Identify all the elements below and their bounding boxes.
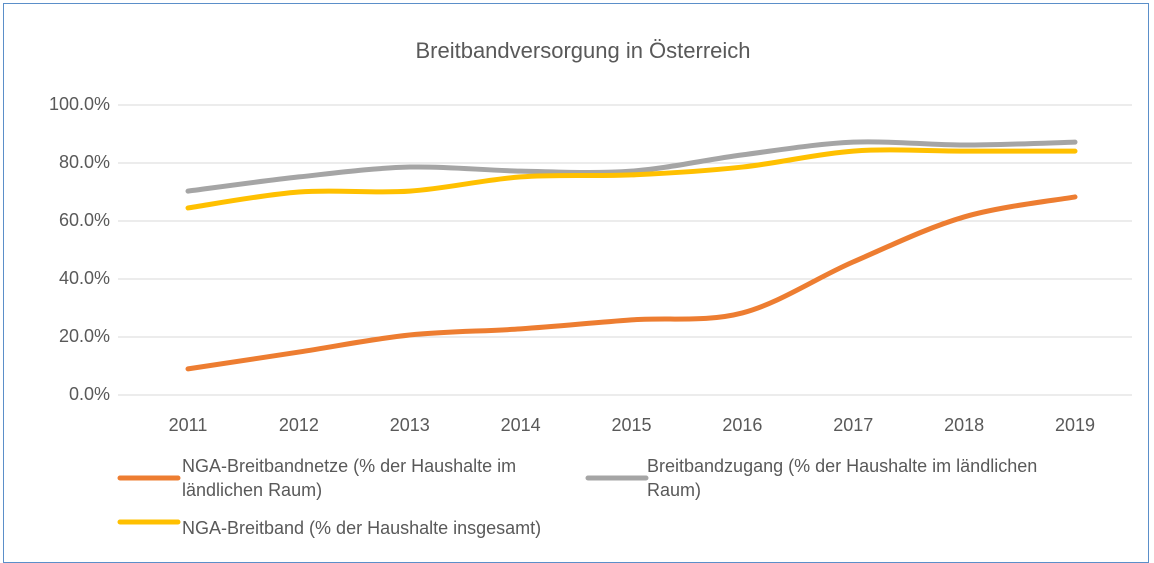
x-tick-label: 2011: [169, 415, 208, 435]
x-tick-label: 2012: [279, 415, 319, 435]
legend-label: Breitbandzugang (% der Haushalte im länd…: [647, 456, 1038, 500]
x-tick-label: 2013: [390, 415, 430, 435]
x-tick-label: 2016: [722, 415, 762, 435]
x-tick-label: 2014: [501, 415, 541, 435]
x-tick-label: 2019: [1055, 415, 1095, 435]
x-tick-label: 2015: [611, 415, 651, 435]
legend-label: NGA-Breitbandnetze (% der Haushalte im l…: [182, 456, 517, 500]
y-tick-label: 0.0%: [69, 384, 110, 404]
y-tick-label: 60.0%: [59, 210, 110, 230]
series-line: [185, 194, 1078, 372]
chart-title: Breitbandversorgung in Österreich: [415, 38, 750, 63]
y-tick-label: 100.0%: [49, 94, 110, 114]
series-line: [185, 139, 1078, 194]
y-tick-label: 40.0%: [59, 268, 110, 288]
x-tick-label: 2017: [833, 415, 873, 435]
y-tick-label: 80.0%: [59, 152, 110, 172]
legend-label: NGA-Breitband (% der Haushalte insgesamt…: [182, 518, 542, 538]
x-tick-label: 2018: [944, 415, 984, 435]
series-line: [185, 147, 1078, 211]
y-tick-label: 20.0%: [59, 326, 110, 346]
